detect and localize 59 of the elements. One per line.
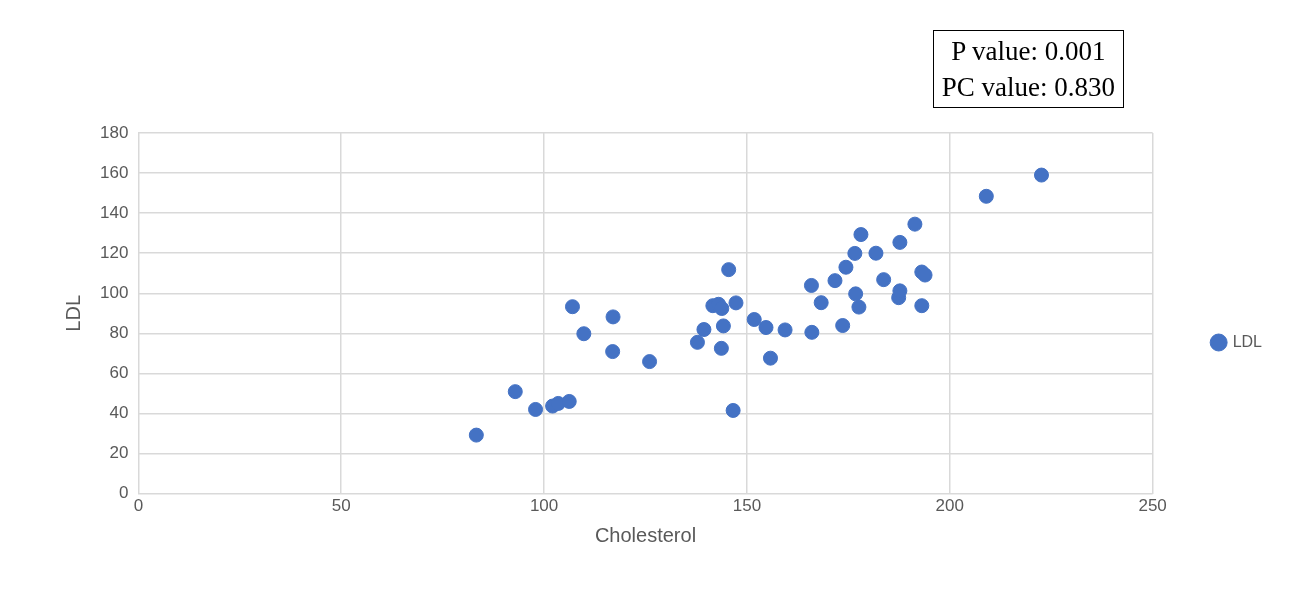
point (804, 324, 820, 340)
point (907, 216, 923, 232)
point (853, 227, 869, 243)
point (803, 277, 819, 293)
point (713, 340, 729, 356)
point (762, 350, 778, 366)
point (827, 273, 843, 289)
y-tick-label: 160 (99, 162, 129, 182)
point (868, 245, 884, 261)
point (605, 344, 621, 360)
x-tick-label: 50 (331, 496, 351, 516)
y-tick-label: 180 (99, 122, 129, 142)
point (835, 318, 851, 334)
point (777, 322, 793, 338)
y-tick-label: 0 (118, 483, 129, 503)
point (851, 299, 867, 315)
legend-label: LDL (1232, 332, 1263, 350)
point (978, 188, 994, 204)
point (714, 300, 730, 316)
point (725, 402, 741, 418)
x-tick-label: 100 (529, 496, 559, 516)
point (914, 298, 930, 314)
y-tick-label: 140 (99, 202, 129, 222)
point (689, 334, 705, 350)
x-axis-title: Cholesterol (594, 523, 697, 546)
x-tick-label: 200 (935, 496, 964, 516)
point (528, 401, 544, 417)
y-tick-label: 60 (109, 363, 129, 383)
point (507, 384, 523, 400)
point (813, 295, 829, 311)
point (642, 354, 658, 370)
point (696, 322, 712, 338)
point (892, 234, 908, 250)
point (838, 259, 854, 275)
text: P value: 0.001 (950, 35, 1107, 68)
y-tick-label: 40 (109, 403, 129, 423)
point (468, 427, 484, 443)
x-tick-label: 0 (133, 496, 144, 516)
point (605, 309, 621, 325)
y-tick-label: 20 (109, 443, 129, 463)
point (1033, 167, 1049, 183)
point (876, 272, 892, 288)
y-tick-label: 100 (99, 282, 129, 302)
y-tick-label: 80 (109, 323, 129, 343)
point (728, 295, 744, 311)
y-axis-title: LDL (61, 294, 84, 332)
x-tick-label: 250 (1138, 496, 1167, 516)
x-tick-label: 150 (732, 496, 762, 516)
point (758, 320, 774, 336)
point (576, 326, 592, 342)
point (564, 299, 580, 315)
point (715, 318, 731, 334)
point (561, 393, 577, 409)
y-tick-label: 120 (99, 242, 129, 262)
point (746, 312, 762, 328)
text: PC value: 0.830 (941, 71, 1115, 104)
point (848, 286, 864, 302)
point (847, 245, 863, 261)
point (721, 262, 737, 278)
